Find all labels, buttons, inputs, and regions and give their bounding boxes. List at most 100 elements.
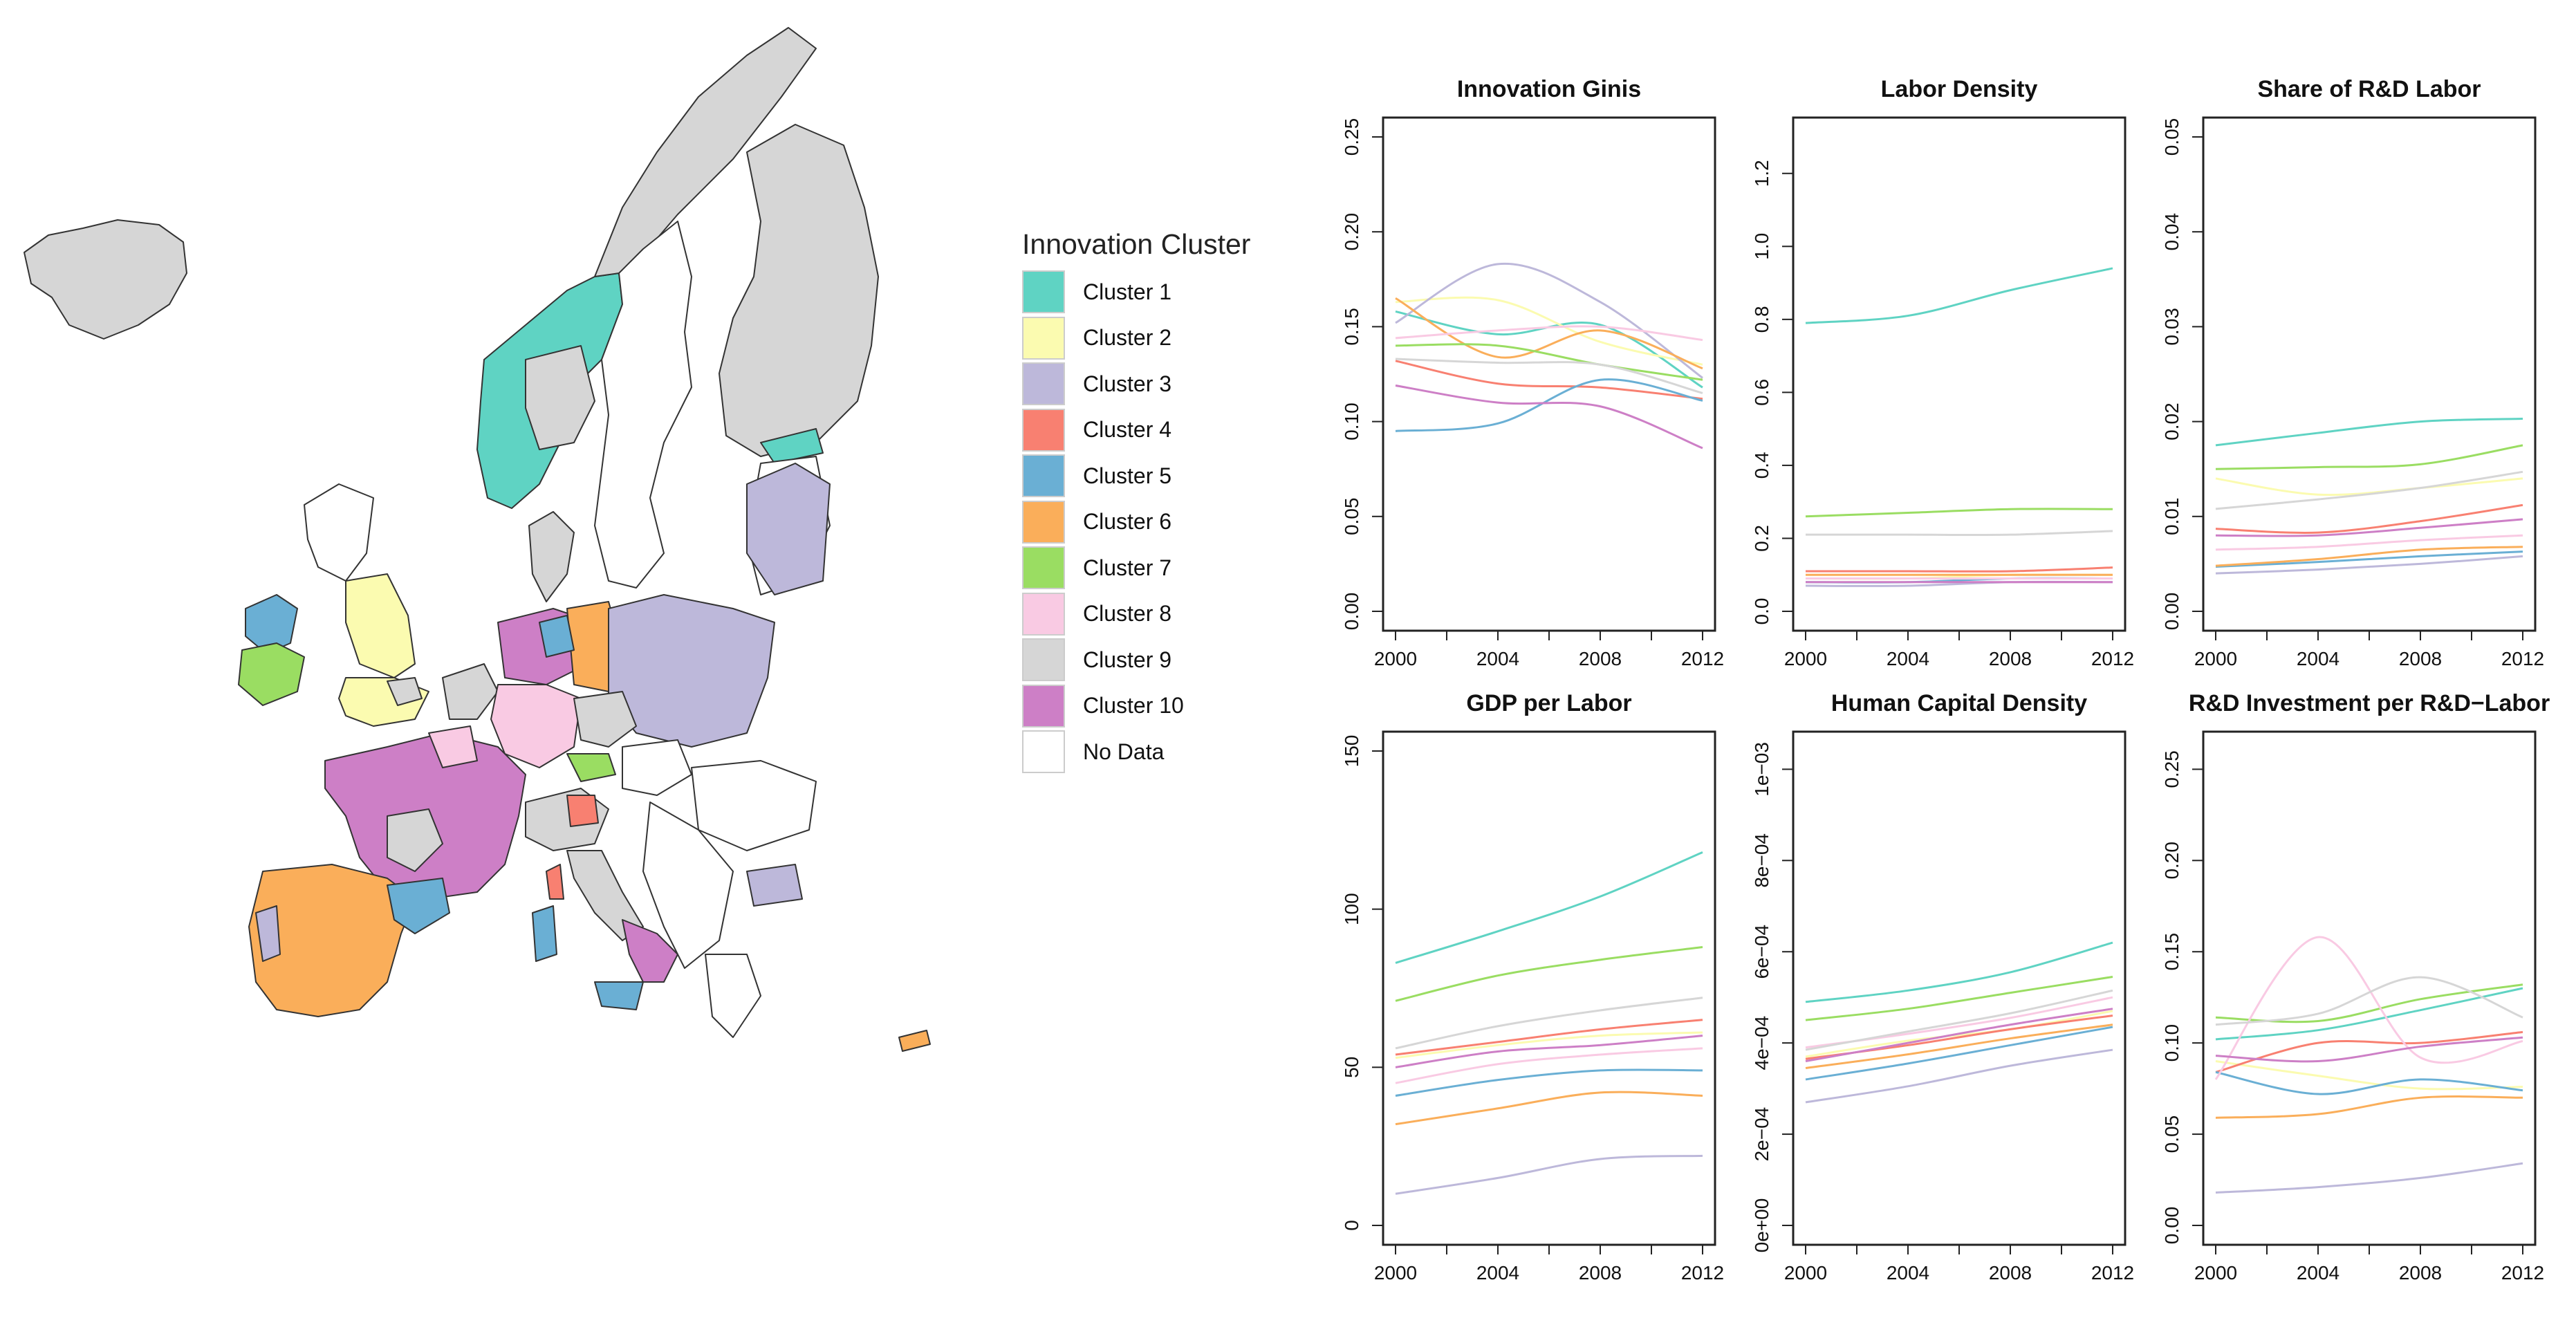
chart-panel: GDP per Labor 0 50 100 150 2000 2004 2008 2012 xyxy=(1341,690,1724,1284)
x-tick-label: 2012 xyxy=(2501,648,2544,669)
series-line-cluster-10 xyxy=(1395,1035,1703,1068)
series-line-cluster-9 xyxy=(1395,358,1703,394)
x-tick-label: 2000 xyxy=(1784,648,1827,669)
y-tick-label: 0.00 xyxy=(1341,593,1362,631)
y-tick-label: 4e−04 xyxy=(1751,1016,1772,1071)
legend-swatch xyxy=(1022,316,1065,360)
region-finland-south xyxy=(760,428,824,464)
y-tick-label: 0.04 xyxy=(2161,213,2183,251)
y-tick-label: 0.25 xyxy=(2161,750,2183,788)
y-tick-label: 0.05 xyxy=(1341,498,1362,536)
region-corsica xyxy=(546,864,564,900)
legend-item: Cluster 2 xyxy=(1022,315,1313,362)
series-line-cluster-1 xyxy=(1395,310,1703,389)
legend-item: Cluster 5 xyxy=(1022,453,1313,499)
x-tick-label: 2004 xyxy=(1887,648,1929,669)
y-tick-label: 50 xyxy=(1341,1057,1362,1078)
x-tick-label: 2000 xyxy=(1784,1262,1827,1284)
y-tick-label: 6e−04 xyxy=(1751,925,1772,979)
y-tick-label: 100 xyxy=(1341,893,1362,925)
region-london xyxy=(387,677,423,706)
y-tick-label: 0.10 xyxy=(1341,402,1362,441)
legend-swatch xyxy=(1022,270,1065,314)
x-tick-label: 2012 xyxy=(2501,1262,2544,1284)
region-spain xyxy=(248,864,416,1017)
y-tick-label: 0.05 xyxy=(2161,118,2183,156)
series-line-cluster-8 xyxy=(1395,325,1703,342)
y-tick-label: 0e+00 xyxy=(1751,1198,1772,1253)
x-tick-label: 2012 xyxy=(2091,648,2134,669)
series-line-cluster-1 xyxy=(1395,851,1703,964)
region-sardinia xyxy=(532,905,557,962)
series-line-cluster-7 xyxy=(1805,508,2113,518)
y-tick-label: 0.25 xyxy=(1341,118,1362,156)
series-line-cluster-6 xyxy=(1395,1091,1703,1126)
series-line-cluster-6 xyxy=(1395,297,1703,370)
region-iceland xyxy=(24,219,187,340)
legend-label: Cluster 5 xyxy=(1083,463,1172,488)
region-italy-lombardy xyxy=(566,795,599,827)
series-line-cluster-3 xyxy=(1395,1154,1703,1195)
y-tick-label: 0.4 xyxy=(1751,452,1772,479)
region-romania xyxy=(691,760,817,851)
y-tick-label: 0.00 xyxy=(2161,593,2183,631)
region-balkans xyxy=(642,802,734,969)
chart-title: Innovation Ginis xyxy=(1457,76,1641,102)
chart-title: GDP per Labor xyxy=(1466,690,1631,716)
series-line-cluster-10 xyxy=(2215,1036,2523,1063)
series-line-cluster-2 xyxy=(1395,1031,1703,1059)
y-tick-label: 0.2 xyxy=(1751,525,1772,552)
legend-item: Cluster 7 xyxy=(1022,545,1313,591)
chart-title: R&D Investment per R&D−Labor xyxy=(2189,690,2550,716)
x-tick-label: 2000 xyxy=(1374,1262,1417,1284)
legend-swatch xyxy=(1022,362,1065,406)
series-line-cluster-10 xyxy=(1805,1008,2113,1063)
x-tick-label: 2004 xyxy=(1476,1262,1519,1284)
y-tick-label: 0.02 xyxy=(2161,402,2183,441)
y-tick-label: 0.20 xyxy=(1341,213,1362,251)
legend-label: No Data xyxy=(1083,739,1165,764)
series-line-cluster-8 xyxy=(1395,1047,1703,1084)
series-line-cluster-2 xyxy=(1805,1010,2113,1058)
y-tick-label: 0 xyxy=(1341,1220,1362,1231)
y-tick-label: 8e−04 xyxy=(1751,833,1772,888)
y-tick-label: 0.0 xyxy=(1751,598,1772,625)
chart-title: Human Capital Density xyxy=(1831,690,2087,716)
series-line-cluster-3 xyxy=(1805,1048,2113,1104)
region-norway-south xyxy=(525,345,595,450)
region-finland xyxy=(719,124,879,457)
region-germany-south xyxy=(490,684,582,768)
legend-label: Cluster 2 xyxy=(1083,325,1172,351)
legend-swatch xyxy=(1022,454,1065,498)
region-czech xyxy=(573,691,637,748)
y-tick-label: 1.2 xyxy=(1751,160,1772,187)
chart-title: Share of R&D Labor xyxy=(2257,76,2481,102)
series-line-cluster-9 xyxy=(1395,997,1703,1050)
chart-panel: Innovation Ginis 0.00 0.05 0.10 0.15 0.20 0.25… xyxy=(1341,76,1724,669)
legend-item: Cluster 8 xyxy=(1022,591,1313,638)
series-line-cluster-9 xyxy=(2215,470,2523,510)
series-line-cluster-6 xyxy=(2215,546,2523,567)
region-denmark xyxy=(528,511,575,602)
legend-label: Cluster 1 xyxy=(1083,279,1172,304)
region-cyprus xyxy=(898,1030,931,1052)
chart-grid-svg: Innovation Ginis0.000.050.100.150.200.25… xyxy=(1341,76,2550,1284)
region-sicily xyxy=(594,981,644,1010)
y-tick-label: 1.0 xyxy=(1751,233,1772,260)
series-line-cluster-5 xyxy=(1395,378,1703,432)
region-ireland-south xyxy=(238,642,305,706)
series-line-cluster-7 xyxy=(1805,976,2113,1021)
x-tick-label: 2008 xyxy=(2399,648,2442,669)
series-line-cluster-1 xyxy=(2215,417,2523,447)
series-line-cluster-9 xyxy=(1805,989,2113,1051)
series-line-cluster-6 xyxy=(1805,1023,2113,1069)
chart-panel: Human Capital Density 0e+00 2e−04 4e−04 6e−0… xyxy=(1751,690,2134,1284)
series-line-cluster-10 xyxy=(2215,518,2523,537)
region-bavaria xyxy=(539,615,575,658)
series-line-cluster-2 xyxy=(1395,296,1703,366)
x-tick-label: 2000 xyxy=(2194,1262,2237,1284)
europe-cluster-map xyxy=(24,27,931,1052)
region-hungary xyxy=(622,739,692,796)
series-line-cluster-5 xyxy=(2215,1071,2523,1095)
chart-title: Labor Density xyxy=(1881,76,2038,102)
